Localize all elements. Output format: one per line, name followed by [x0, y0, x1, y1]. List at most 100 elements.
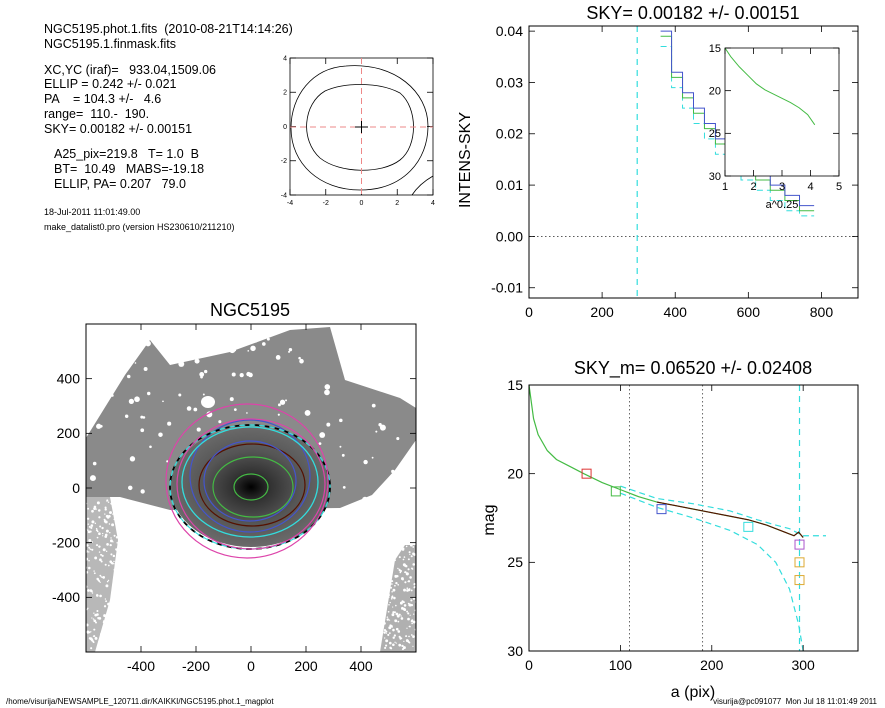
- noise-speck: [388, 574, 392, 578]
- masked-star: [178, 360, 185, 367]
- noise-speck: [98, 545, 101, 548]
- noise-speck: [390, 567, 393, 570]
- noise-speck: [96, 594, 99, 597]
- masked-star: [326, 422, 331, 427]
- noise-speck: [102, 548, 106, 552]
- contour-corner: [411, 175, 434, 196]
- noise-speck: [116, 516, 119, 519]
- noise-speck: [413, 582, 416, 586]
- masked-star: [279, 399, 286, 405]
- noise-speck: [385, 547, 387, 550]
- noise-speck: [407, 612, 410, 615]
- noise-speck: [105, 529, 109, 533]
- noise-speck: [96, 536, 99, 539]
- masked-star: [147, 391, 151, 396]
- noise-speck: [103, 518, 106, 521]
- x-tick-label: 2: [395, 200, 399, 207]
- noise-speck: [113, 603, 117, 607]
- noise-speck: [398, 568, 400, 570]
- masked-star: [246, 412, 248, 414]
- masked-star: [298, 356, 301, 360]
- noise-speck: [93, 619, 97, 623]
- x-tick-label: 0: [525, 657, 533, 673]
- masked-star: [372, 494, 376, 498]
- noise-speck: [389, 646, 392, 649]
- y-tick-label: -0.01: [491, 280, 523, 296]
- noise-speck: [88, 546, 90, 549]
- masked-star: [229, 346, 236, 353]
- masked-star: [339, 418, 343, 423]
- noise-speck: [108, 514, 111, 518]
- noise-speck: [90, 524, 94, 527]
- noise-speck: [385, 572, 387, 575]
- noise-speck: [108, 523, 111, 525]
- noise-speck: [95, 529, 98, 532]
- noise-speck: [408, 603, 412, 607]
- noise-speck: [400, 577, 404, 580]
- masked-star: [371, 456, 374, 459]
- noise-speck: [398, 643, 402, 647]
- noise-speck: [111, 646, 114, 649]
- noise-speck: [86, 608, 88, 611]
- noise-speck: [107, 501, 110, 503]
- image-x-ticks: -400 -200 0 200 400: [127, 324, 373, 674]
- noise-speck: [397, 583, 399, 586]
- noise-speck: [99, 525, 102, 528]
- masked-star: [196, 427, 201, 432]
- noise-speck: [409, 576, 412, 579]
- noise-speck: [395, 612, 399, 616]
- noise-speck: [95, 544, 99, 547]
- noise-speck: [97, 509, 101, 512]
- noise-speck: [113, 590, 115, 592]
- noise-speck: [412, 620, 416, 624]
- contour-plot: -4 -2 0 2 4 -4 -2 0 2 4: [281, 55, 435, 207]
- noise-speck: [90, 631, 92, 633]
- noise-speck: [391, 595, 394, 598]
- x-tick-label: 600: [737, 304, 761, 320]
- y-tick-label: 0.01: [496, 177, 523, 193]
- ellipticity: ELLIP = 0.242 +/- 0.021: [44, 77, 177, 91]
- noise-speck: [403, 640, 405, 642]
- noise-speck: [383, 631, 386, 634]
- noise-speck: [91, 592, 94, 594]
- noise-speck: [392, 606, 394, 608]
- noise-speck: [88, 559, 90, 562]
- noise-speck: [111, 588, 114, 591]
- y-tick-label: 30: [709, 171, 721, 183]
- profile-inset: 1 2 3 4 5 15 20 25 30 a^0.25: [709, 43, 842, 211]
- noise-speck: [105, 520, 107, 523]
- contour-x-ticks: -4 -2 0 2 4: [287, 58, 435, 207]
- noise-speck: [388, 551, 392, 555]
- noise-speck: [90, 647, 93, 650]
- noise-speck: [385, 632, 388, 634]
- noise-speck: [394, 641, 396, 643]
- noise-speck: [99, 645, 103, 649]
- masked-star: [118, 369, 121, 372]
- mag-marker-red: [581, 468, 592, 479]
- noise-speck: [91, 520, 95, 524]
- masked-star: [400, 471, 405, 476]
- inset-frame: [724, 47, 840, 177]
- masked-star: [304, 410, 311, 416]
- masked-star: [363, 459, 368, 465]
- noise-speck: [110, 537, 112, 539]
- x-tick-label: 800: [810, 304, 834, 320]
- masked-star: [189, 335, 196, 342]
- program-version: make_datalist0.pro (version HS230610/211…: [44, 222, 235, 232]
- noise-speck: [403, 556, 406, 558]
- profile-ylabel: INTENS-SKY: [457, 112, 474, 208]
- profile-step-cyan: [660, 46, 815, 217]
- mag-marker-cyan: [743, 521, 754, 532]
- masked-star: [250, 345, 256, 352]
- masked-star: [127, 485, 133, 491]
- noise-speck: [95, 508, 97, 510]
- bright-star-mask: [201, 396, 215, 408]
- x-tick-label: -2: [323, 200, 329, 207]
- profile-plot: SKY= 0.00182 +/- 0.00151 INTENS-SKY 0 200…: [457, 3, 859, 320]
- noise-speck: [394, 611, 396, 614]
- noise-speck: [109, 560, 113, 563]
- fits-filename: NGC5195.phot.1.fits (2010-08-21T14:14:26…: [44, 22, 293, 36]
- x-tick-label: 400: [664, 304, 688, 320]
- x-tick-label: -4: [287, 200, 293, 207]
- x-tick-label: 100: [609, 657, 633, 673]
